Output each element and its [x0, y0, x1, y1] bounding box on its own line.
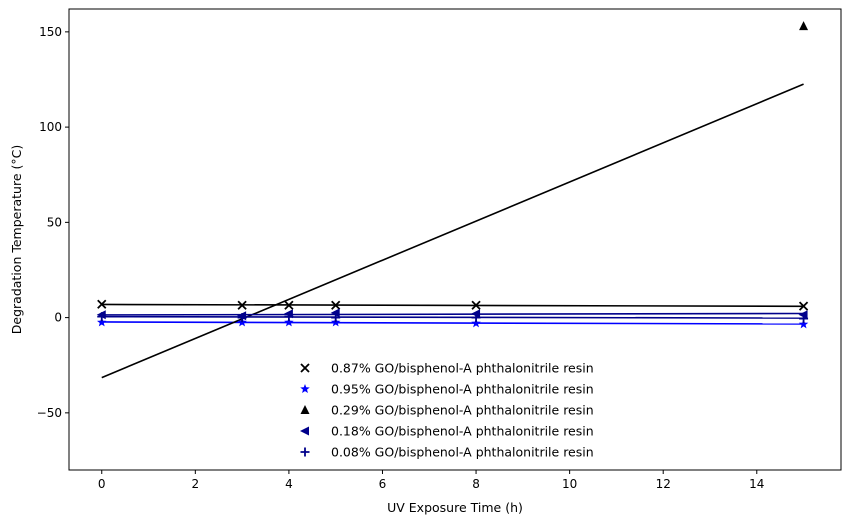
- x-tick-label: 8: [472, 477, 480, 491]
- data-point: [799, 21, 809, 31]
- legend-marker: [300, 363, 310, 373]
- data-point: [284, 300, 294, 310]
- plot-area: [69, 9, 841, 470]
- y-tick-label: 150: [39, 25, 62, 39]
- fit-line: [101, 83, 804, 379]
- y-tick-label: 0: [54, 311, 62, 325]
- legend-marker: [300, 405, 310, 414]
- y-tick-label: 100: [39, 120, 62, 134]
- x-tick-label: 12: [656, 477, 671, 491]
- legend-label: 0.95% GO/bisphenol-A phthalonitrile resi…: [331, 382, 594, 397]
- legend-label: 0.87% GO/bisphenol-A phthalonitrile resi…: [331, 361, 594, 376]
- legend-marker: [300, 447, 310, 457]
- data-point: [237, 300, 247, 310]
- data-point: [97, 317, 107, 327]
- x-tick-label: 6: [379, 477, 387, 491]
- fit-line: [101, 312, 804, 316]
- x-tick-label: 10: [562, 477, 577, 491]
- data-point: [799, 314, 809, 324]
- data-point: [284, 312, 294, 322]
- data-point: [798, 319, 809, 329]
- data-point: [331, 313, 341, 323]
- legend-marker: [300, 426, 309, 436]
- data-point: [471, 300, 481, 310]
- x-axis-label: UV Exposure Time (h): [387, 500, 523, 515]
- y-tick-label: −50: [37, 406, 62, 420]
- data-point: [97, 299, 107, 309]
- x-tick-label: 14: [749, 477, 764, 491]
- x-axis: 0 2 4 6 8 10 12 14: [98, 470, 764, 491]
- x-tick-label: 4: [285, 477, 293, 491]
- fit-lines: [101, 83, 804, 379]
- data-point: [798, 301, 809, 311]
- data-point: [284, 317, 294, 327]
- data-point: [97, 312, 107, 322]
- legend-marker: [300, 384, 310, 394]
- data-point: [471, 318, 481, 328]
- legend-label: 0.18% GO/bisphenol-A phthalonitrile resi…: [331, 424, 594, 439]
- legend-label: 0.29% GO/bisphenol-A phthalonitrile resi…: [331, 403, 594, 418]
- data-point: [330, 308, 340, 318]
- data-point: [471, 313, 481, 323]
- legend: 0.87% GO/bisphenol-A phthalonitrile resi…: [300, 361, 594, 460]
- y-axis-label: Degradation Temperature (°C): [9, 145, 24, 334]
- data-point: [331, 300, 341, 310]
- fit-line: [101, 315, 804, 319]
- fit-line: [101, 303, 804, 308]
- plot-frame: [68, 8, 842, 471]
- y-tick-label: 50: [47, 215, 62, 229]
- fit-line: [101, 321, 804, 325]
- legend-label: 0.08% GO/bisphenol-A phthalonitrile resi…: [331, 445, 594, 460]
- data-point: [237, 313, 247, 323]
- x-tick-label: 2: [192, 477, 200, 491]
- x-tick-label: 0: [98, 477, 106, 491]
- y-axis: −50 0 50 100 150: [37, 25, 69, 420]
- data-points: [96, 21, 809, 329]
